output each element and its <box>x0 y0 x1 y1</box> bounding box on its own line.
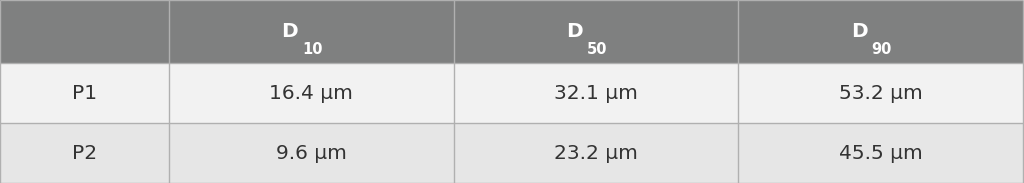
Bar <box>738 0 1023 63</box>
Bar <box>454 0 738 63</box>
Bar <box>454 63 738 123</box>
Bar <box>0 123 169 183</box>
Text: 32.1 μm: 32.1 μm <box>554 84 638 103</box>
Text: 10: 10 <box>302 42 323 57</box>
Bar <box>169 63 454 123</box>
Bar <box>169 123 454 183</box>
Text: 53.2 μm: 53.2 μm <box>839 84 923 103</box>
Bar <box>738 123 1023 183</box>
Bar <box>169 0 454 63</box>
Text: 90: 90 <box>871 42 892 57</box>
Text: 16.4 μm: 16.4 μm <box>269 84 353 103</box>
Bar <box>0 63 169 123</box>
Bar <box>0 0 169 63</box>
Text: P1: P1 <box>72 84 97 103</box>
Text: $\mathbf{D}$: $\mathbf{D}$ <box>282 22 299 41</box>
Text: $\mathbf{D}$: $\mathbf{D}$ <box>566 22 584 41</box>
Text: P2: P2 <box>72 143 97 163</box>
Bar <box>738 63 1023 123</box>
Text: 45.5 μm: 45.5 μm <box>839 143 923 163</box>
Text: 23.2 μm: 23.2 μm <box>554 143 638 163</box>
Text: 9.6 μm: 9.6 μm <box>275 143 347 163</box>
Text: $\mathbf{D}$: $\mathbf{D}$ <box>851 22 868 41</box>
Bar <box>454 123 738 183</box>
Text: 50: 50 <box>587 42 607 57</box>
